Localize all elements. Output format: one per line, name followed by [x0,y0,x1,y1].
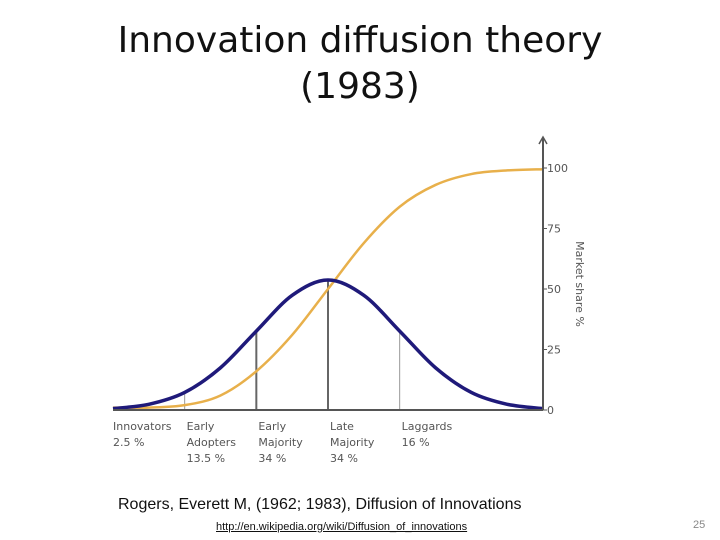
segment-label: Adopters [187,436,237,449]
slide-title: Innovation diffusion theory (1983) [0,18,720,110]
segment-label: 34 % [330,452,358,465]
y-axis-arrow [538,135,548,145]
bell-curve [112,278,544,411]
segment-label: 13.5 % [187,452,225,465]
y-tick-label: 25 [547,344,561,357]
y-tick-label: 100 [547,162,568,175]
y-axis-label: Market share % [573,241,586,327]
y-tick-label: 0 [547,404,554,417]
diffusion-chart: 0 25 50 75 100 Market share % Innovators 2.5 … [112,135,586,465]
segment-label: 16 % [402,436,430,449]
adoption-curve [112,167,544,410]
y-tick-label: 75 [547,223,561,236]
segment-label: Laggards [402,420,453,433]
segment-label: 34 % [258,452,286,465]
segment-label: Early [187,420,215,433]
y-tick-label: 50 [547,283,561,296]
segment-label: Majority [330,436,375,449]
segment-label: 2.5 % [113,436,144,449]
slide-number: 25 [693,519,706,531]
title-line-1: Innovation diffusion theory [117,20,603,61]
segment-label: Innovators [113,420,172,433]
source-link[interactable]: http://en.wikipedia.org/wiki/Diffusion_o… [216,521,468,533]
segment-label: Early [258,420,286,433]
title-line-2: (1983) [300,66,420,107]
segment-label: Late [330,420,354,433]
citation: Rogers, Everett M, (1962; 1983), Diffusi… [118,496,522,513]
segment-label: Majority [258,436,303,449]
